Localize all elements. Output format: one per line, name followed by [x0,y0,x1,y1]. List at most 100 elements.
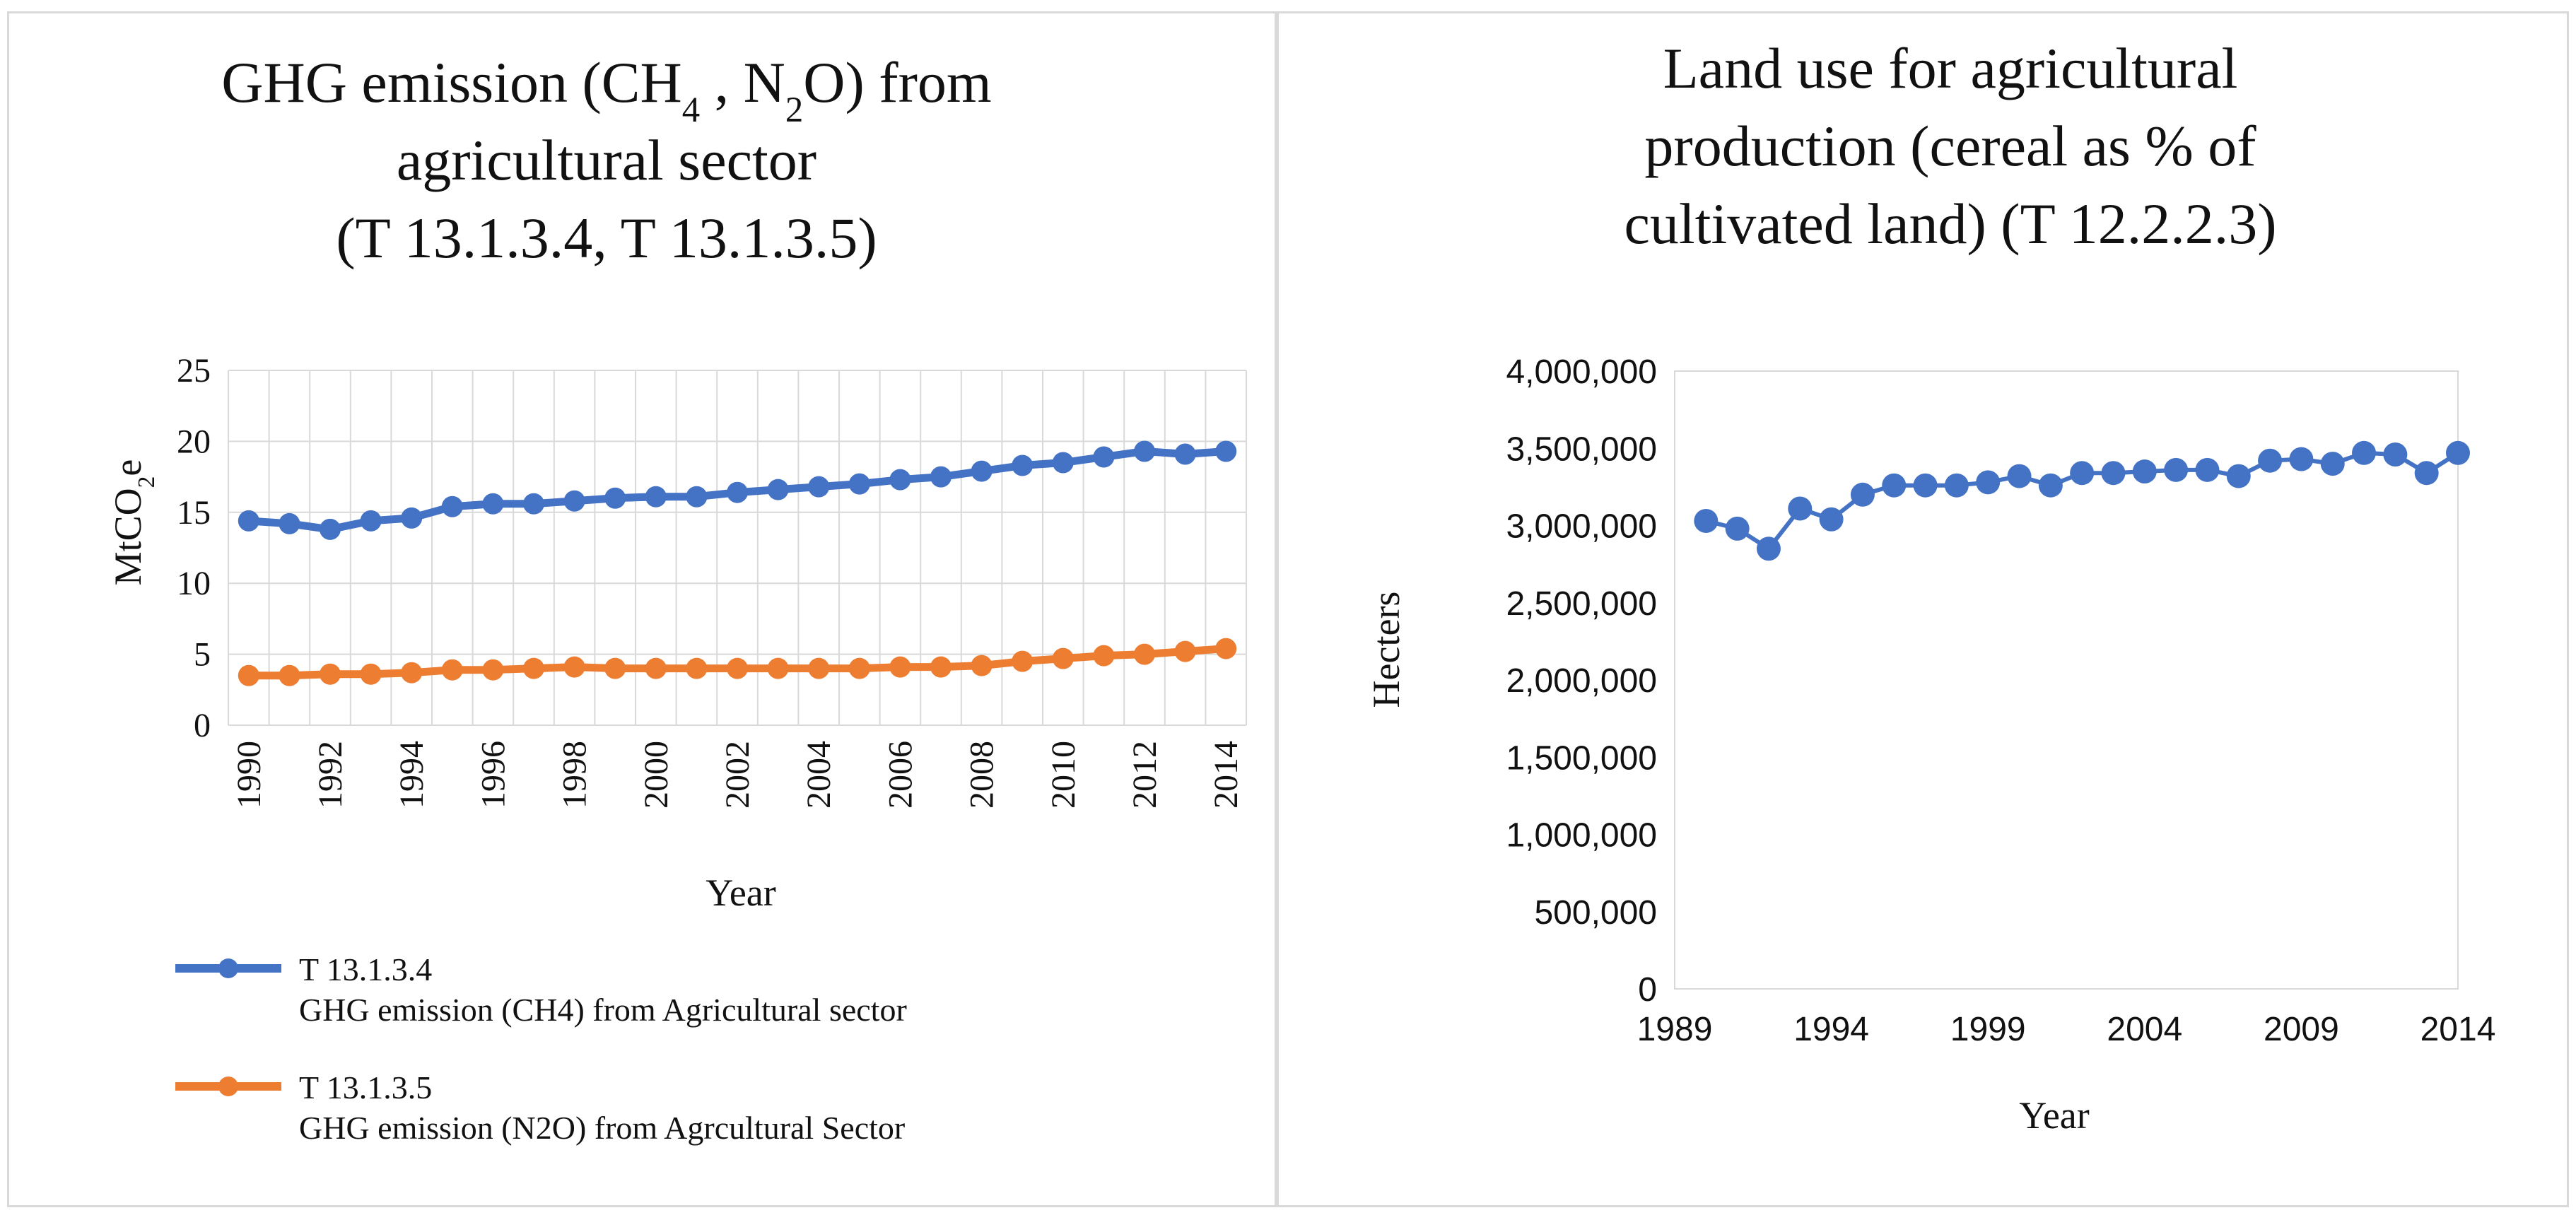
data-point [1215,638,1237,659]
x-tick-label: 1998 [556,741,594,809]
data-point [808,476,830,498]
data-point [279,512,300,534]
data-point [1012,650,1034,672]
legend-label-n2o-line-2: GHG emission (N2O) from Agrcultural Sect… [299,1110,905,1146]
x-tick-label: 2008 [964,741,1001,809]
data-point [563,490,585,512]
x-tick-label: 2006 [882,741,919,809]
data-point [401,507,423,529]
data-point [238,664,259,686]
data-point [848,473,870,495]
data-point [2383,442,2408,467]
data-point [727,657,748,679]
data-point [238,510,259,532]
data-point [971,655,993,676]
land-use-chart-series [1694,440,2470,561]
data-point [1215,440,1237,462]
x-tick-label: 1994 [1793,1011,1869,1048]
data-point [1134,643,1155,665]
y-tick-label: 10 [177,565,211,602]
data-point [604,487,626,509]
data-point [1756,536,1781,561]
land-use-chart-x-axis-title: Year [2019,1094,2090,1137]
y-tick-label: 4,000,000 [1506,353,1657,391]
ghg-chart-title-line-1: GHG emission (CH4 , N2O) from [221,50,991,129]
series-ch4 [238,440,1237,540]
data-point [889,656,911,678]
data-point [2226,464,2251,488]
data-point [889,469,911,491]
land-use-chart-x-tick-labels: 1989 1994 1999 2004 2009 2014 [1637,1011,2496,1048]
x-tick-label: 1996 [474,741,512,809]
data-point [1882,473,1907,498]
ghg-chart-title-line-3: (T 13.1.3.4, T 13.1.3.5) [336,206,877,270]
data-point [930,466,952,488]
data-point [930,656,952,678]
data-point [1134,440,1155,462]
data-point [1694,508,1719,533]
data-point [360,510,382,532]
ghg-chart-x-axis-title: Year [706,872,776,914]
x-tick-label: 2014 [1207,741,1245,809]
data-point [971,460,993,482]
data-point [1913,473,1938,498]
data-point [2352,440,2377,465]
data-point [1788,496,1813,521]
ghg-chart-x-tick-labels: 1990 1992 1994 1996 1998 2000 2002 2004 2006 2008… [230,741,1245,809]
data-point [645,486,667,508]
data-point [401,662,423,684]
x-tick-label: 2014 [2420,1011,2496,1048]
data-point [767,479,789,500]
y-tick-label: 2,500,000 [1506,585,1657,623]
data-point [1052,647,1074,669]
data-point [2132,459,2157,484]
data-point [279,664,300,686]
ghg-emission-chart-panel: 0 5 10 15 20 25 1990 1992 1994 1996 1998 2000 2002 2… [7,11,1277,1207]
land-use-chart-title-line-3: cultivated land) (T 12.2.2.3) [1624,192,2276,256]
legend-item-ch4: T 13.1.3.4 GHG emission (CH4) from Agric… [175,951,907,1028]
x-tick-label: 1989 [1637,1011,1713,1048]
y-tick-label: 3,000,000 [1506,508,1657,546]
ghg-chart-series [238,440,1237,686]
x-tick-label: 2004 [2107,1011,2182,1048]
y-tick-label: 20 [177,423,211,460]
data-point [1819,507,1844,532]
data-point [727,481,748,503]
data-point [320,663,341,685]
land-use-chart-title-line-1: Land use for agricultural [1663,36,2238,100]
ghg-emission-chart: 0 5 10 15 20 25 1990 1992 1994 1996 1998 2000 2002 2… [107,50,1247,1146]
data-point [2101,461,2126,486]
x-tick-label: 2012 [1126,741,1164,809]
land-use-chart-plot-frame [1674,370,2459,990]
data-point [1976,470,2001,495]
y-tick-label: 2,000,000 [1506,662,1657,700]
series-land-use [1694,440,2470,561]
y-tick-label: 0 [1638,971,1657,1009]
land-use-chart-title-line-2: production (cereal as % of [1644,114,2256,178]
data-point [686,657,708,679]
data-point [767,657,789,679]
data-point [2164,457,2189,482]
x-tick-label: 1990 [230,741,268,809]
legend-label-n2o-line-1: T 13.1.3.5 [299,1069,432,1105]
y-tick-label: 1,500,000 [1506,739,1657,777]
land-use-chart-y-axis-title: Hecters [1365,592,1407,708]
data-point [2195,457,2220,482]
plot-area-border [1674,370,2459,990]
data-point [1944,473,1969,498]
y-tick-label: 15 [177,494,211,532]
x-tick-label: 1994 [393,741,431,809]
data-point [686,486,708,508]
y-tick-label: 3,500,000 [1506,430,1657,468]
data-point [2038,473,2063,498]
land-use-chart-panel: 0 500,000 1,000,000 1,500,000 2,000,000 2,500… [1277,11,2569,1207]
x-tick-label: 2000 [638,741,675,809]
series-n2o [238,638,1237,686]
data-point [2007,464,2032,488]
land-use-chart-y-tick-labels: 0 500,000 1,000,000 1,500,000 2,000,000 2,500… [1506,353,1657,1009]
y-tick-label: 500,000 [1534,894,1657,932]
legend-label-ch4-line-1: T 13.1.3.4 [299,951,432,987]
data-point [1725,516,1750,541]
data-point [2446,440,2470,465]
ghg-chart-legend: T 13.1.3.4 GHG emission (CH4) from Agric… [175,951,907,1146]
